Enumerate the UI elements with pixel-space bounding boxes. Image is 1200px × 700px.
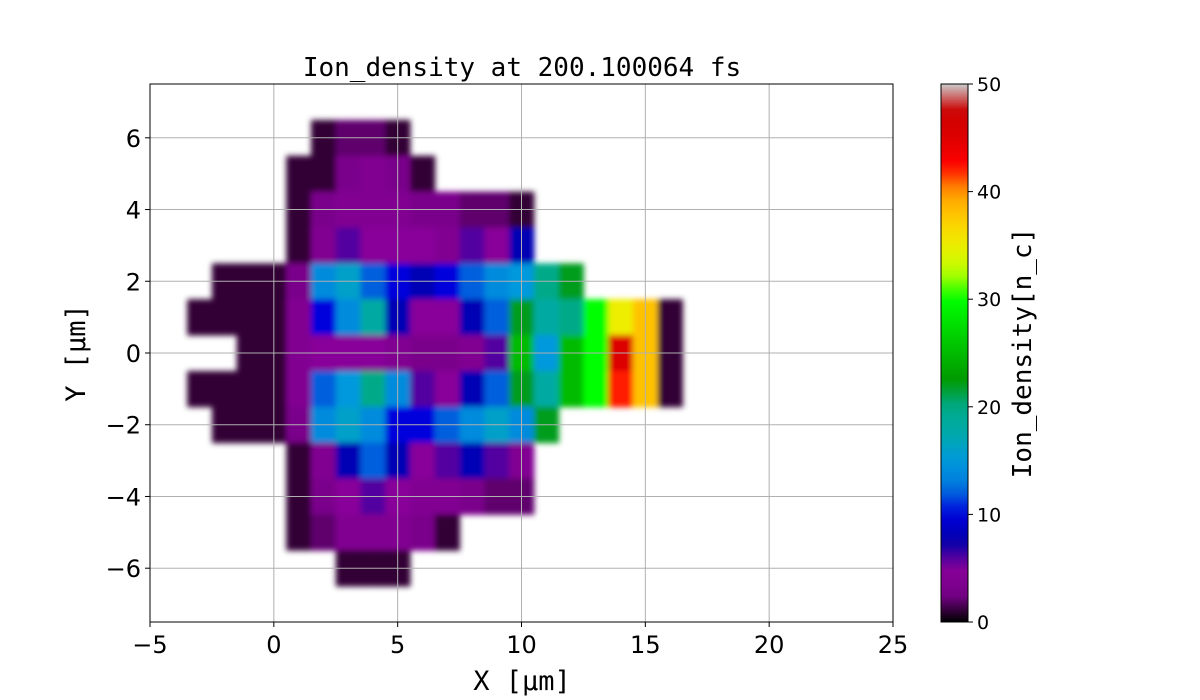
heatmap-cell	[360, 299, 386, 336]
heatmap-cell	[558, 370, 584, 408]
heatmap-cell	[410, 155, 436, 193]
heatmap-cell	[583, 299, 609, 336]
heatmap-cell	[310, 299, 337, 336]
colorbar-ticks: 0 10 20 30 40 50	[968, 74, 1001, 634]
y-tick-label: 0	[126, 340, 141, 368]
heatmap-cell	[286, 299, 312, 336]
colorbar-label: Ion_density[n_c]	[1008, 228, 1038, 478]
heatmap-cell	[533, 370, 560, 408]
heatmap-cell	[211, 299, 238, 336]
heatmap-cell	[236, 370, 262, 408]
y-tick-label: 2	[126, 268, 141, 296]
y-tick-label: 4	[126, 197, 141, 225]
x-axis-ticks: −5 0 5 10 15 20 25	[132, 622, 908, 659]
heatmap-cell	[459, 370, 485, 408]
heatmap-cell	[410, 227, 436, 264]
heatmap-cell	[335, 370, 362, 408]
heatmap-cell	[360, 442, 386, 480]
x-tick-label: 25	[878, 631, 909, 659]
heatmap-cell	[459, 442, 485, 480]
heatmap-cell	[657, 370, 683, 408]
y-tick-label: −2	[106, 412, 141, 440]
heatmap-cell	[286, 155, 312, 193]
heatmap-cell	[335, 442, 362, 480]
heatmap-cell	[310, 514, 337, 551]
y-axis-ticks: −6 −4 −2 0 2 4 6	[106, 125, 150, 583]
y-tick-label: −6	[106, 555, 141, 583]
heatmap-cell	[310, 370, 337, 408]
colorbar-tick-label: 40	[977, 182, 1001, 204]
heatmap-cell	[310, 442, 337, 480]
y-tick-label: −4	[106, 483, 141, 511]
y-axis-label: Y [μm]	[61, 304, 92, 402]
heatmap-cell	[360, 370, 386, 408]
chart-title: Ion_density at 200.100064 fs	[303, 53, 741, 83]
x-tick-label: 20	[754, 631, 785, 659]
heatmap-cell	[310, 155, 337, 193]
heatmap-cell	[434, 227, 461, 264]
heatmap-cell	[187, 370, 213, 408]
heatmap-cell	[236, 299, 262, 336]
x-tick-label: 10	[506, 631, 537, 659]
heatmap-cell	[558, 299, 584, 336]
heatmap-cell	[608, 299, 634, 336]
heatmap-cell	[410, 514, 436, 551]
heatmap-cell	[608, 370, 634, 408]
heatmap-cell	[335, 299, 362, 336]
y-tick-label: 6	[126, 125, 141, 153]
heatmap-cells	[187, 119, 683, 587]
heatmap-cell	[286, 370, 312, 408]
heatmap-cell	[286, 227, 312, 264]
heatmap-cell	[360, 227, 386, 264]
heatmap-cell	[286, 514, 312, 551]
colorbar-tick-label: 50	[977, 74, 1001, 96]
heatmap-cell	[484, 227, 510, 264]
heatmap-cell	[459, 227, 485, 264]
heatmap-cell	[484, 442, 510, 480]
x-tick-label: 0	[266, 631, 281, 659]
heatmap-cell	[657, 299, 683, 336]
heatmap-cell	[335, 155, 362, 193]
grid-lines	[149, 84, 894, 622]
heatmap-cell	[410, 442, 436, 480]
colorbar-tick-label: 0	[977, 612, 989, 634]
heatmap-cell	[410, 370, 436, 408]
heatmap-cell	[484, 370, 510, 408]
heatmap-cell	[187, 299, 213, 336]
heatmap-cell	[211, 370, 238, 408]
heatmap-cell	[434, 370, 461, 408]
heatmap-cell	[484, 299, 510, 336]
heatmap-cell	[335, 227, 362, 264]
x-axis-label: X [μm]	[473, 666, 571, 697]
heatmap-cell	[360, 514, 386, 551]
colorbar-tick-label: 20	[977, 397, 1001, 419]
heatmap-cell	[335, 514, 362, 551]
x-tick-label: 15	[630, 631, 661, 659]
x-tick-label: −5	[132, 631, 167, 659]
colorbar-tick-label: 30	[977, 289, 1001, 311]
heatmap-cell	[410, 299, 436, 336]
heatmap-cell	[533, 299, 560, 336]
colorbar-tick-label: 10	[977, 504, 1001, 526]
heatmap-cell	[360, 155, 386, 193]
heatmap-cell	[459, 299, 485, 336]
x-tick-label: 5	[390, 631, 405, 659]
colorbar	[940, 83, 969, 623]
heatmap-cell	[434, 514, 461, 551]
heatmap-cell	[310, 227, 337, 264]
heatmap-cell	[434, 442, 461, 480]
heatmap-cell	[434, 299, 461, 336]
heatmap-cell	[286, 442, 312, 480]
heatmap-cell	[583, 370, 609, 408]
